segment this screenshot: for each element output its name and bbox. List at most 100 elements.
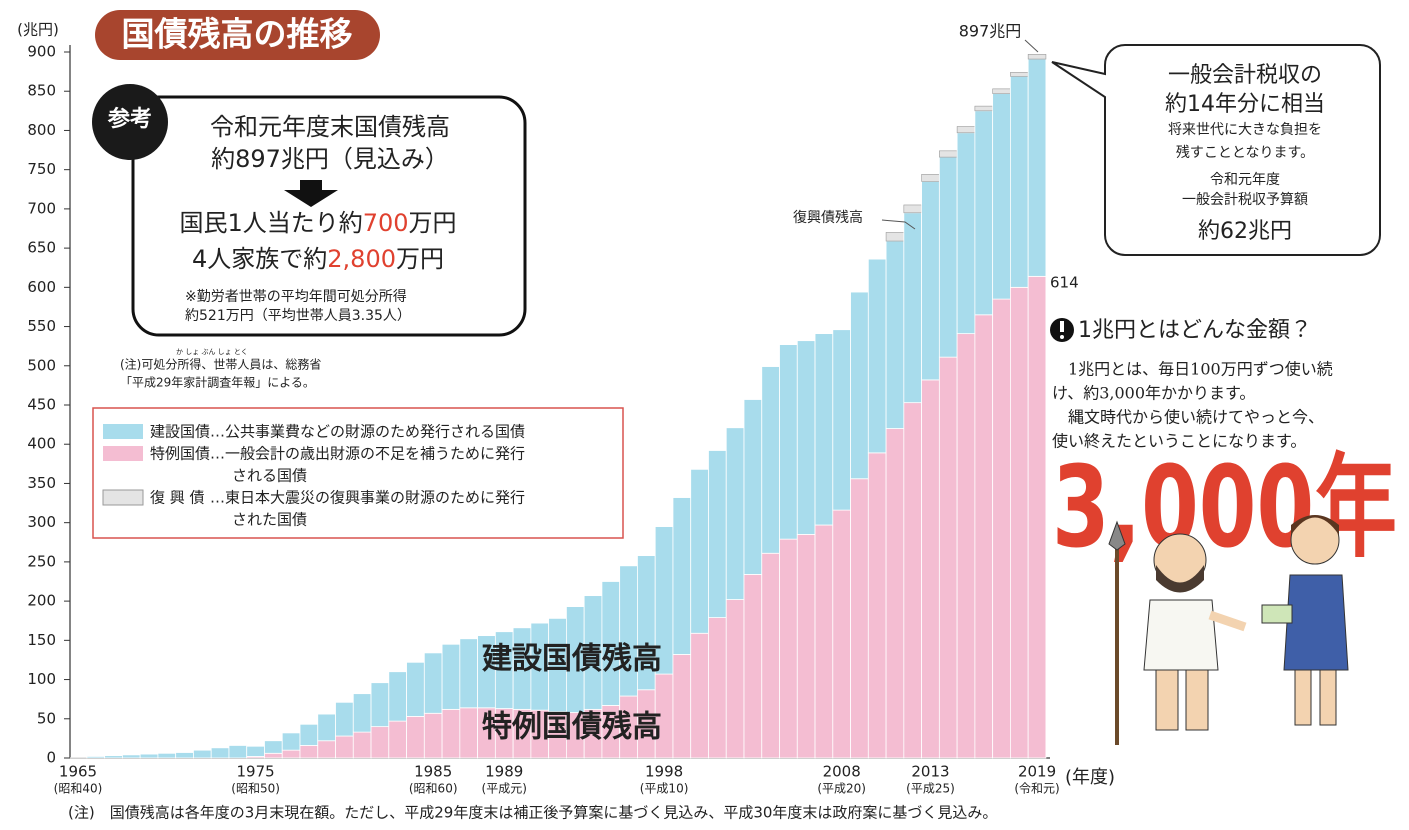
reference-note: ※勤労者世帯の平均年間可処分所得 (185, 288, 407, 305)
x-tick-label: 2019 (1018, 763, 1056, 781)
y-tick-label: 450 (27, 396, 56, 414)
arrow-down (284, 180, 338, 207)
bar-segment (939, 150, 958, 158)
reference-box (131, 95, 527, 337)
y-tick-label: 300 (27, 513, 56, 531)
big-number: 3,000年 (1052, 443, 1397, 573)
y-tick-label: 600 (27, 278, 56, 296)
bar-segment (423, 652, 443, 714)
reference-note: 約521万円（平均世帯人員3.35人） (185, 308, 411, 324)
footnote: (注) 国債残高は各年度の3月末現在額。ただし、平成29年度末は補正後予算案に基… (68, 804, 997, 822)
bar-segment (370, 682, 390, 728)
y-tick-label: 800 (27, 121, 56, 139)
bar-segment (708, 617, 727, 759)
y-tick-label: 100 (27, 670, 56, 688)
bar-segment (335, 735, 354, 759)
legend-label: 特例国債 (150, 445, 210, 463)
bar-segment (761, 552, 780, 759)
per-family: 4人家族で約2,800万円 (192, 245, 444, 273)
hair (1291, 515, 1339, 535)
bar-segment (743, 574, 763, 759)
bar-segment (175, 752, 194, 759)
money (1261, 604, 1293, 624)
bar-segment (814, 333, 834, 526)
trillion-body: 1兆円とは、毎日100万円ずつ使い続 (1052, 360, 1333, 379)
per-person: 国民1人当たり約700万円 (179, 209, 456, 237)
x-era-label: (昭和50) (231, 782, 280, 796)
furigana: か しょ ぶん しょ とく (176, 348, 248, 356)
legend-description: …東日本大震災の復興事業の財源のために発行 (210, 489, 525, 507)
x-era-label: (平成元) (482, 782, 527, 796)
bar-segment (264, 740, 283, 754)
callout-line: 令和元年度 (1210, 172, 1280, 188)
legend-description: …公共事業費などの財源のため発行される国債 (210, 423, 525, 441)
text: 万円 (396, 245, 444, 273)
deficit-end-label: 614 (1050, 274, 1079, 292)
legend-description: された国債 (232, 511, 307, 529)
bar-segment (246, 745, 265, 757)
leg (1319, 669, 1337, 726)
callout-line: 約62兆円 (1198, 219, 1292, 244)
bar-segment (867, 258, 887, 454)
y-tick-label: 200 (27, 592, 56, 610)
y-tick-label: 850 (27, 82, 56, 100)
total-label: 897兆円 (959, 22, 1022, 41)
bar-segment (850, 291, 869, 480)
y-tick-label: 250 (27, 552, 56, 570)
legend-description: …一般会計の歳出財源の不足を補うために発行 (210, 445, 525, 463)
x-era-label: (平成25) (906, 782, 955, 796)
trillion-body: け、約3,000年かかります。 (1052, 384, 1255, 403)
x-tick-label: 2008 (823, 763, 861, 781)
x-era-label: (令和元) (1014, 782, 1059, 796)
callout-line: 将来世代に大きな負担を (1168, 122, 1322, 138)
leader (1024, 39, 1039, 53)
y-tick-label: 900 (27, 43, 56, 61)
leg (1185, 669, 1209, 731)
bar-segment (299, 723, 319, 746)
small-note: (注)可処分所得、世帯人員は、総務省 (120, 357, 321, 372)
bar-segment (796, 534, 816, 759)
bar-segment (317, 713, 336, 742)
bar-segment (956, 126, 976, 134)
reference-line: 約897兆円（見込み） (211, 145, 449, 173)
leader (881, 219, 916, 230)
bar-segment (992, 93, 1011, 300)
y-axis-label: (兆円) (17, 21, 59, 39)
bar-segment (370, 726, 390, 759)
y-tick-label: 400 (27, 435, 56, 453)
reference-badge-text: 参考 (107, 106, 152, 132)
bar-segment (299, 745, 319, 759)
bar-segment (281, 749, 301, 759)
x-era-label: (平成20) (817, 782, 866, 796)
bar-segment (1027, 54, 1047, 60)
bar-segment (974, 105, 993, 112)
info-icon-mark (1060, 335, 1064, 339)
bar-segment (352, 693, 372, 733)
body (1283, 574, 1349, 671)
bar-segment (725, 427, 745, 600)
y-tick-label: 150 (27, 631, 56, 649)
x-era-label: (昭和60) (409, 782, 458, 796)
bar-segment (867, 452, 887, 759)
callout-line: 約14年分に相当 (1165, 92, 1325, 117)
bar-segment (921, 174, 940, 182)
trillion-body: 縄文時代から使い続けてやっと今、 (1052, 408, 1324, 427)
bar-segment (1010, 72, 1029, 77)
legend-label: 建設国債 (150, 423, 210, 441)
highlight: 2,800 (327, 245, 396, 273)
illustration (1108, 515, 1349, 745)
bar-segment (317, 740, 336, 759)
bar-segment (850, 478, 869, 759)
bar-segment (441, 708, 461, 759)
bar-segment (938, 356, 958, 759)
spear-tip (1108, 520, 1126, 551)
bar-segment (992, 298, 1011, 759)
x-tick-label: 1975 (237, 763, 275, 781)
bar-segment (1027, 275, 1047, 759)
bar-segment (779, 538, 798, 759)
y-tick-label: 750 (27, 160, 56, 178)
bar-segment (352, 731, 372, 759)
callout-line: 残すこととなります。 (1176, 145, 1314, 161)
